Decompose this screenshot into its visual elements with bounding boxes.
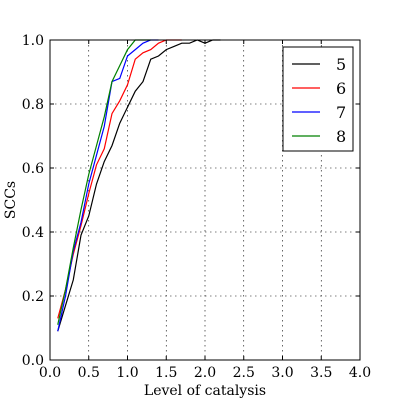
legend: 5 6 7 8	[282, 46, 354, 152]
x-tick-label: 4.0	[349, 365, 371, 381]
tick-labels: 0.0 0.5 1.0 1.5 2.0 2.5 3.0 3.5 4.0 0.0 0.2 0.4 0.6 0…	[22, 33, 371, 381]
x-tick-label: 0.5	[78, 365, 100, 381]
series-line-7	[57, 39, 159, 332]
series-line-6	[57, 39, 182, 319]
y-tick-label: 0.8	[22, 97, 44, 113]
x-tick-label: 2.0	[194, 365, 216, 381]
legend-label-7: 7	[336, 103, 346, 122]
x-tick-label: 1.0	[116, 365, 138, 381]
legend-label-8: 8	[336, 127, 346, 146]
y-tick-label: 0.0	[22, 353, 44, 369]
grid	[50, 40, 360, 360]
legend-label-6: 6	[336, 79, 346, 98]
y-axis-label: SCCs	[3, 181, 19, 219]
x-axis-label: Level of catalysis	[144, 383, 266, 399]
y-tick-label: 0.6	[22, 161, 44, 177]
x-tick-label: 1.5	[155, 365, 177, 381]
legend-label-5: 5	[336, 55, 346, 74]
x-tick-label: 2.5	[233, 365, 255, 381]
x-tick-label: 0.0	[39, 365, 61, 381]
y-tick-label: 1.0	[22, 33, 44, 49]
axis-ticks	[49, 39, 361, 361]
y-tick-label: 0.4	[22, 225, 44, 241]
series-line-5	[57, 39, 221, 332]
x-tick-label: 3.5	[310, 365, 332, 381]
x-tick-label: 3.0	[271, 365, 293, 381]
y-tick-label: 0.2	[22, 289, 44, 305]
